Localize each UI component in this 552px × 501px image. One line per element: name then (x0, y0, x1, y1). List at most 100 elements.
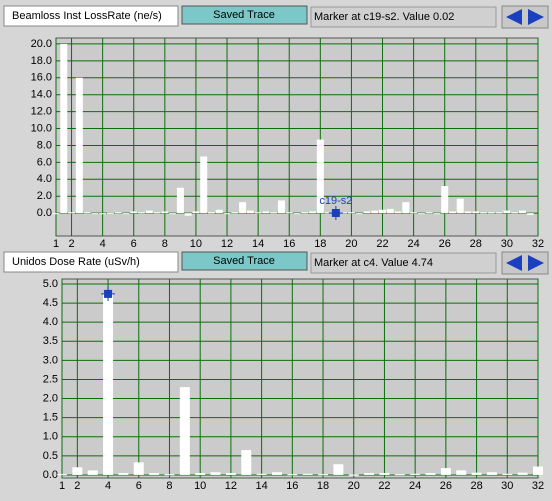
arrow-box (501, 251, 549, 275)
bar (348, 474, 359, 476)
bar (340, 212, 348, 214)
bar (502, 473, 513, 475)
button-label[interactable]: Saved Trace (213, 255, 275, 267)
bar (495, 212, 503, 214)
marker[interactable] (331, 208, 340, 217)
bar (207, 212, 215, 214)
x-tick-label: 12 (225, 480, 237, 492)
bar (271, 472, 282, 475)
bar (192, 211, 200, 214)
bar (114, 212, 122, 214)
y-tick-label: 2.0 (43, 392, 58, 404)
bar (301, 212, 309, 214)
bar (333, 464, 344, 475)
bar (239, 202, 247, 214)
y-tick-label: 1.0 (43, 431, 58, 443)
bar (471, 472, 482, 475)
bar (433, 213, 441, 215)
x-tick-label: 28 (470, 238, 482, 250)
y-tick-label: 2.5 (43, 373, 58, 385)
y-tick-label: 12.0 (31, 106, 52, 118)
y-tick-label: 3.5 (43, 335, 58, 347)
bar (394, 474, 405, 476)
bar (526, 213, 534, 215)
bar (103, 293, 114, 475)
bar (410, 473, 421, 475)
x-tick-label: 20 (348, 480, 360, 492)
bar (371, 210, 379, 214)
marker-text: Marker at c19-s2. Value 0.02 (314, 11, 454, 23)
bar (149, 473, 160, 475)
x-tick-label: 4 (105, 480, 111, 492)
bar (487, 212, 495, 214)
bar (456, 198, 464, 214)
x-tick-label: 4 (100, 238, 106, 250)
bar (254, 212, 262, 214)
plot-area (55, 37, 539, 237)
bar (379, 473, 390, 475)
bar (363, 211, 371, 214)
button-label[interactable]: Saved Trace (213, 9, 275, 21)
y-tick-label: 0.0 (43, 469, 58, 481)
x-tick-label: 2 (74, 480, 80, 492)
bar (293, 213, 301, 215)
x-tick-label: 26 (440, 480, 452, 492)
y-tick-label: 4.5 (43, 297, 58, 309)
nav-arrows-top[interactable] (501, 5, 549, 29)
y-tick-label: 8.0 (37, 139, 52, 151)
arrow-right[interactable] (528, 255, 544, 271)
bar (318, 474, 329, 476)
marker[interactable] (104, 289, 113, 298)
bar (72, 467, 83, 475)
x-tick-label: 18 (314, 238, 326, 250)
bar (270, 212, 278, 214)
bar (364, 473, 375, 475)
nav-arrows-bottom[interactable] (501, 251, 549, 275)
bar (302, 473, 313, 475)
x-tick-label: 2 (68, 238, 74, 250)
y-tick-label: 0.0 (37, 207, 52, 219)
bar (517, 472, 528, 475)
bar (164, 474, 175, 476)
y-tick-label: 2.0 (37, 190, 52, 202)
x-tick-label: 30 (501, 480, 513, 492)
bar (503, 210, 511, 214)
bar (83, 212, 91, 214)
bar (200, 156, 208, 214)
button-bg[interactable] (181, 5, 308, 25)
x-tick-label: 32 (532, 480, 544, 492)
bar (215, 209, 223, 214)
bar (347, 212, 355, 214)
bar (309, 211, 317, 214)
x-tick-label: 24 (407, 238, 419, 250)
bar (386, 208, 394, 214)
arrow-right[interactable] (528, 9, 544, 25)
bar (256, 473, 267, 475)
marker-box (310, 6, 497, 28)
bar (153, 212, 161, 214)
bar (511, 212, 519, 214)
bar (161, 211, 169, 214)
bar (57, 474, 67, 476)
x-tick-label: 14 (255, 480, 267, 492)
x-tick-label: 1 (59, 480, 65, 492)
y-tick-label: 4.0 (37, 173, 52, 185)
bar (52, 213, 60, 215)
y-tick-label: 10.0 (31, 122, 52, 134)
bar (379, 209, 387, 214)
x-tick-label: 16 (286, 480, 298, 492)
arrow-left[interactable] (506, 255, 522, 271)
x-tick-label: 28 (470, 480, 482, 492)
bar (417, 213, 425, 215)
y-tick-label: 16.0 (31, 72, 52, 84)
arrow-left[interactable] (506, 9, 522, 25)
bar (91, 213, 99, 215)
y-tick-label: 18.0 (31, 55, 52, 67)
bar (480, 212, 488, 214)
bar (456, 470, 467, 475)
bar (355, 213, 363, 215)
button-bg[interactable] (181, 251, 308, 271)
x-tick-label: 6 (131, 238, 137, 250)
y-tick-label: 20.0 (31, 38, 52, 50)
